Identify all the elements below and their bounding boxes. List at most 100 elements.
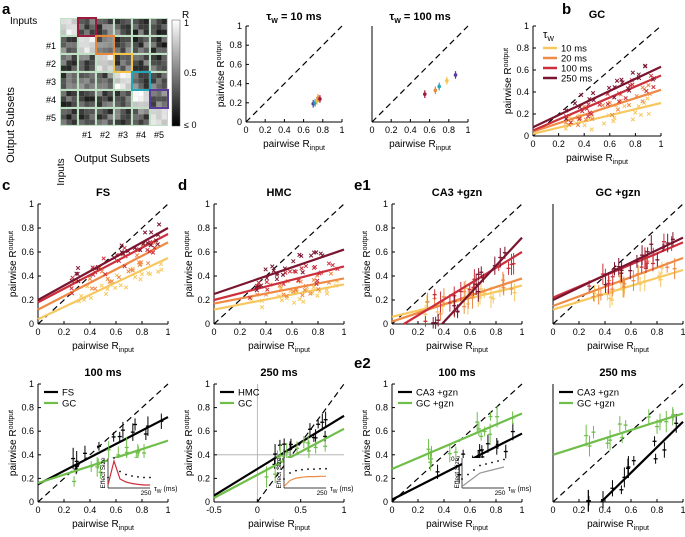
x-tick-label: 0 [369,125,374,135]
legend-label: 20 ms [561,54,587,65]
matrix-xlabel: Output Subsets [74,153,150,165]
matrix-cell [138,55,144,61]
matrix-cell [84,47,90,53]
title-rest: = 10 ms [278,11,322,23]
matrix-cell [125,96,131,102]
matrix-cell [138,78,144,84]
data-point [247,295,253,300]
regression-line [213,427,345,499]
chart-b_gc: 0 0.2 0.4 0.6 0.8 1 0 0.2 0.4 0.6 0.8 1 GC pairwise R… [503,9,664,166]
matrix-cell [138,60,144,66]
matrix-cell [151,78,157,84]
y-tick-label: 0.2 [197,295,210,305]
matrix-cell [138,83,144,89]
legend-title-main: τ [543,29,548,41]
data-point [130,268,135,273]
matrix-cell [143,73,149,79]
matrix-cell [125,109,131,115]
data-point [254,287,259,293]
matrix-highlight-box [95,35,115,55]
data-point [315,293,320,298]
inset-point [473,469,475,471]
inset-line [107,458,150,486]
y-axis-label: pairwise Routput [362,231,373,297]
title-sub: W [271,18,278,25]
data-point [646,83,651,88]
regression-line [552,236,684,301]
y-tick-label: 0 [29,319,34,329]
matrix-cell [138,24,144,30]
matrix-cell [115,83,121,89]
matrix-cell [151,101,157,107]
matrix-cell [66,101,72,107]
chart-d_hmc: 0 0.2 0.4 0.6 0.8 1 0 0.2 0.4 0.6 0.8 1 HMC pairwise … [184,187,347,354]
matrix-cell [102,29,108,35]
data-point [640,85,645,90]
y-tick-label: 0 [29,497,34,507]
matrix-cell [125,91,131,97]
data-point [126,269,131,274]
matrix-cell [71,29,77,35]
matrix-cell [143,19,149,25]
matrix-cell [84,55,90,61]
matrix-cell [107,29,113,35]
matrix-cell [71,91,77,97]
inset-point [319,467,321,470]
x-tick-label: 1 [341,327,346,337]
matrix-cell [125,47,131,53]
matrix-cell [125,101,131,107]
matrix-cell [143,114,149,120]
matrix-cell [120,47,126,53]
matrix-cell [143,96,149,102]
x-tick-label: 1 [165,505,170,515]
matrix-cell [71,96,77,102]
matrix-cell [102,109,108,115]
matrix-row-label: #1 [46,41,56,51]
matrix-cell [107,96,113,102]
y-tick-label: 0.6 [375,247,388,257]
matrix-cell [102,60,108,66]
matrix-cell [79,96,85,102]
x-tick-label: -0.5 [206,505,222,515]
x-axis-label-main: pairwise R [566,153,613,164]
matrix-cell [151,24,157,30]
matrix-cell [71,24,77,30]
data-point [308,291,313,296]
matrix-cell [102,47,108,53]
y-tick-label: 0 [383,497,388,507]
regression-line [37,416,169,486]
matrix-cell [61,42,67,48]
matrix-cell [151,109,157,115]
x-tick-label: 0 [530,139,535,149]
x-tick-label: 0 [35,505,40,515]
matrix-cell [71,60,77,66]
matrix-cell [143,83,149,89]
data-point [568,120,573,125]
matrix-cell [79,91,85,97]
x-tick-label: 0.2 [412,505,425,515]
y-tick-label: 0.4 [197,271,210,281]
y-tick-label: 0.8 [375,403,388,413]
x-axis-label-main: pairwise R [389,139,436,150]
legend-label: GC [238,399,252,410]
matrix-cell [120,109,126,115]
data-point [563,126,568,131]
matrix-cell [79,55,85,61]
x-tick-label: 0.6 [604,139,617,149]
data-point [103,291,109,297]
y-axis-label-sub: output [184,231,191,251]
matrix-cell [97,47,103,53]
matrix-cell [89,60,95,66]
matrix-cell [79,101,85,107]
x-tick-label: 1 [519,327,524,337]
data-point [616,99,622,104]
y-axis-label-sub: output [362,231,369,251]
matrix-cell [161,119,167,125]
panel-label-b: b [562,1,571,18]
matrix-cell [133,37,139,43]
data-point [139,272,145,277]
matrix-cell [161,91,167,97]
data-point [622,103,627,109]
data-point [582,123,587,128]
